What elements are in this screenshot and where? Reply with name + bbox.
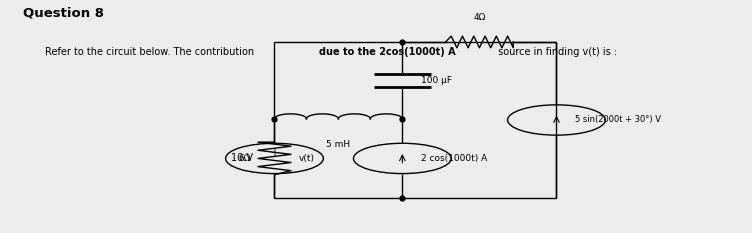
Text: due to the 2cos(1000t) A: due to the 2cos(1000t) A bbox=[319, 47, 456, 57]
Text: 5 sin(2000t + 30°) V: 5 sin(2000t + 30°) V bbox=[575, 116, 661, 124]
Text: 6Ω: 6Ω bbox=[238, 154, 250, 163]
Text: 100 μF: 100 μF bbox=[421, 76, 452, 85]
Text: Question 8: Question 8 bbox=[23, 7, 104, 20]
Text: 4Ω: 4Ω bbox=[473, 13, 486, 22]
Text: source in finding v(t) is :: source in finding v(t) is : bbox=[496, 47, 617, 57]
Text: 10 V: 10 V bbox=[232, 154, 253, 163]
Text: Refer to the circuit below. The contribution: Refer to the circuit below. The contribu… bbox=[45, 47, 257, 57]
Text: +: + bbox=[271, 148, 278, 158]
Text: 2 cos(1000t) A: 2 cos(1000t) A bbox=[421, 154, 487, 163]
Text: v(t): v(t) bbox=[299, 154, 314, 163]
Text: 5 mH: 5 mH bbox=[326, 140, 350, 149]
